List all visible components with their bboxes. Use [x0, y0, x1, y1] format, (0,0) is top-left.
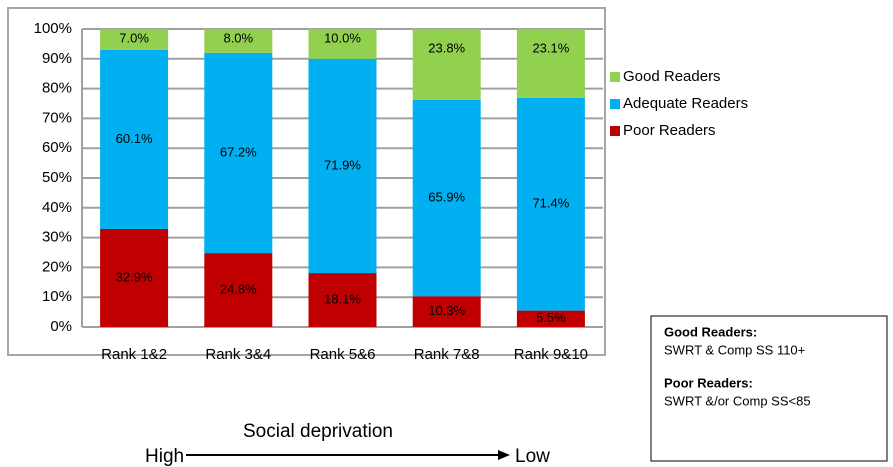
- bar-segment: [308, 273, 377, 327]
- legend-swatch: [610, 126, 620, 136]
- y-tick-label: 30%: [42, 229, 72, 246]
- legend-swatch: [610, 99, 620, 109]
- legend-swatch: [610, 72, 620, 82]
- legend-label: Good Readers: [623, 68, 721, 85]
- data-label: 10.3%: [428, 303, 465, 318]
- axis-annotation-start: High: [145, 446, 184, 467]
- legend-label: Poor Readers: [623, 122, 716, 139]
- data-label: 18.1%: [324, 291, 361, 306]
- bar-segment: [516, 97, 585, 311]
- bar-segment: [516, 310, 585, 327]
- bar-segment: [204, 52, 273, 254]
- data-label: 23.8%: [428, 40, 465, 55]
- bar-segment: [100, 29, 169, 50]
- data-label: 71.9%: [324, 157, 361, 172]
- data-label: 23.1%: [532, 40, 569, 55]
- y-tick-label: 20%: [42, 258, 72, 275]
- data-label: 5.5%: [536, 310, 566, 325]
- data-label: 60.1%: [116, 131, 153, 146]
- y-tick-label: 90%: [42, 50, 72, 67]
- y-tick-label: 0%: [50, 318, 72, 335]
- note-text: SWRT &/or Comp SS<85: [664, 393, 811, 408]
- axis-annotation-end: Low: [515, 446, 550, 467]
- y-tick-label: 50%: [42, 169, 72, 186]
- note-title: Good Readers:: [664, 324, 757, 339]
- data-label: 24.8%: [220, 281, 257, 296]
- bar-segment: [100, 228, 169, 327]
- x-tick-label: Rank 9&10: [514, 346, 588, 363]
- bar-segment: [308, 29, 377, 59]
- bar-segment: [100, 49, 169, 229]
- note-title: Poor Readers:: [664, 375, 753, 390]
- data-label: 7.0%: [119, 30, 149, 45]
- y-tick-label: 10%: [42, 288, 72, 305]
- x-tick-label: Rank 7&8: [414, 346, 480, 363]
- legend-label: Adequate Readers: [623, 95, 748, 112]
- data-label: 71.4%: [532, 196, 569, 211]
- axis-annotation-label: Social deprivation: [243, 421, 393, 442]
- bar-segment: [308, 58, 377, 274]
- chart-frame: [7, 7, 606, 356]
- data-label: 8.0%: [223, 30, 253, 45]
- x-tick-label: Rank 5&6: [310, 346, 376, 363]
- x-tick-label: Rank 1&2: [101, 346, 167, 363]
- bar-segment: [204, 29, 273, 53]
- data-label: 32.9%: [116, 269, 153, 284]
- note-box: [650, 315, 888, 462]
- y-tick-label: 40%: [42, 199, 72, 216]
- bar-segment: [412, 296, 481, 327]
- data-label: 65.9%: [428, 190, 465, 205]
- arrow-head: [498, 450, 510, 460]
- y-tick-label: 60%: [42, 139, 72, 156]
- bar-segment: [412, 29, 481, 100]
- y-tick-label: 70%: [42, 109, 72, 126]
- bar-segment: [204, 253, 273, 327]
- note-text: SWRT & Comp SS 110+: [664, 342, 805, 357]
- y-tick-label: 80%: [42, 80, 72, 97]
- data-label: 67.2%: [220, 144, 257, 159]
- y-tick-label: 100%: [34, 20, 72, 37]
- plot-area: 0% 10% 20% 30% 40% 50% 60% 70% 80% 90% 100% Rank 1&…: [34, 20, 603, 363]
- data-label: 10.0%: [324, 30, 361, 45]
- bar-segment: [412, 99, 481, 297]
- bar-segment: [516, 29, 585, 98]
- x-tick-label: Rank 3&4: [205, 346, 271, 363]
